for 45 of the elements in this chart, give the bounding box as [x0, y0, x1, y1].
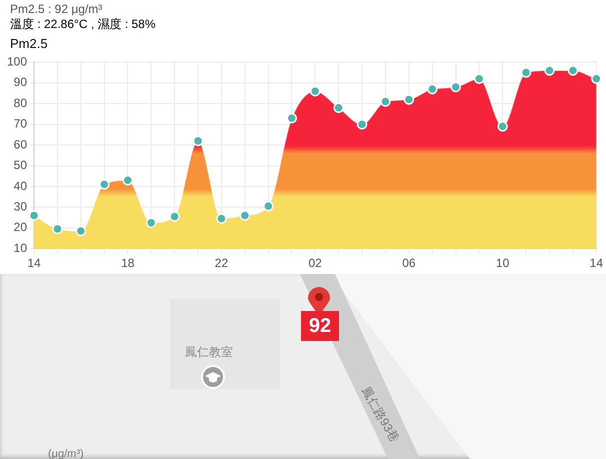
y-tick-label: 100	[6, 54, 28, 69]
point	[568, 65, 578, 76]
point	[76, 226, 86, 236]
text: Pm2.5 : 92 μg/m³	[10, 2, 104, 17]
y-tick-label: 70	[14, 116, 28, 131]
point	[497, 121, 508, 132]
point	[169, 211, 180, 222]
point	[356, 119, 368, 130]
y-tick-label: 30	[14, 199, 28, 214]
x-tick-label: 14	[590, 256, 604, 270]
chart-title: Pm2.5	[10, 36, 48, 51]
x-tick-label: 14	[27, 256, 42, 270]
x-tick-label: 02	[308, 256, 322, 270]
point	[216, 213, 227, 224]
point	[263, 200, 274, 212]
y-tick-label: 90	[14, 75, 28, 90]
y-tick-label: 10	[14, 240, 28, 255]
y-tick-label: 80	[14, 96, 28, 110]
point	[28, 210, 40, 221]
point	[333, 102, 344, 114]
x-tick-label: 22	[214, 256, 228, 270]
point	[310, 86, 320, 96]
point	[427, 84, 438, 94]
map: 92 鳳仁教室 鳳仁路93巷 (μg/m³)	[0, 274, 606, 459]
y-tick-label: 50	[14, 158, 28, 172]
point	[240, 210, 250, 221]
text: 溫度 : 22.86°C , 濕度 : 58%	[10, 17, 156, 32]
point	[450, 82, 461, 92]
y-tick-label: 20	[14, 220, 28, 234]
x-tick-label: 10	[496, 256, 510, 270]
point	[192, 136, 204, 146]
point	[52, 224, 63, 234]
point	[474, 74, 484, 84]
point	[122, 175, 133, 186]
x-tick-label: 18	[121, 256, 135, 270]
x-tick-label: 06	[402, 256, 416, 270]
point	[380, 96, 391, 107]
point	[591, 74, 602, 84]
y-tick-label: 40	[14, 178, 28, 193]
point	[404, 94, 414, 105]
point	[544, 65, 555, 76]
point	[99, 179, 110, 190]
point	[146, 217, 156, 228]
point	[520, 67, 532, 78]
y-tick-label: 60	[14, 137, 28, 152]
